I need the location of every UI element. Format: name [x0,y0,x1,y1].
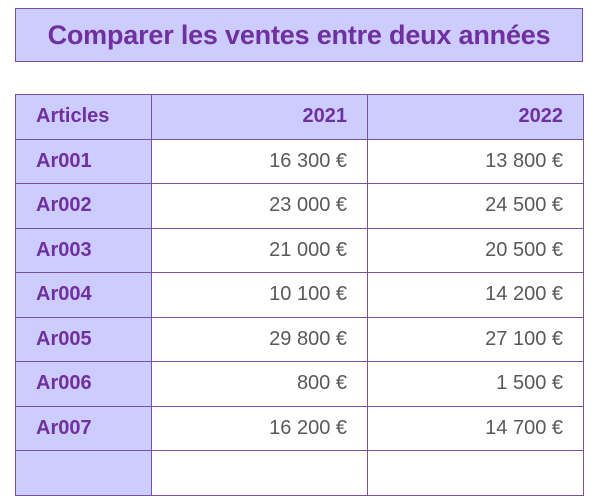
sales-2021-cell[interactable]: 23 000 € [151,183,368,229]
article-cell[interactable]: Ar001 [15,138,152,184]
table-row: Ar005 29 800 € 27 100 € [15,316,584,362]
sales-2021-cell[interactable]: 10 100 € [151,272,368,318]
article-cell[interactable]: Ar002 [15,183,152,229]
table-row: Ar001 16 300 € 13 800 € [15,138,584,184]
table-row: Ar007 16 200 € 14 700 € [15,405,584,451]
table-row: Ar006 800 € 1 500 € [15,361,584,407]
table-row: Ar002 23 000 € 24 500 € [15,183,584,229]
sales-2022-cell[interactable]: 1 500 € [367,361,584,407]
sales-2022-cell[interactable]: 14 200 € [367,272,584,318]
article-cell[interactable]: Ar004 [15,272,152,318]
sales-2022-cell[interactable]: 27 100 € [367,316,584,362]
table-header-row: Articles 2021 2022 [15,94,584,140]
sales-2022-cell[interactable]: 24 500 € [367,183,584,229]
table-row: Ar004 10 100 € 14 200 € [15,272,584,318]
sales-comparison-table: Articles 2021 2022 Ar001 16 300 € 13 800… [15,94,584,496]
article-cell[interactable]: Ar003 [15,227,152,273]
title-banner: Comparer les ventes entre deux années [15,8,583,62]
article-cell[interactable]: Ar007 [15,405,152,451]
sales-2021-cell[interactable]: 16 200 € [151,405,368,451]
column-header-articles[interactable]: Articles [15,94,152,140]
table-row: Ar003 21 000 € 20 500 € [15,227,584,273]
sales-2021-cell[interactable]: 29 800 € [151,316,368,362]
sales-2021-cell[interactable] [151,450,368,496]
sales-2021-cell[interactable]: 21 000 € [151,227,368,273]
sales-2022-cell[interactable] [367,450,584,496]
column-header-2021[interactable]: 2021 [151,94,368,140]
article-cell[interactable] [15,450,152,496]
sales-2022-cell[interactable]: 14 700 € [367,405,584,451]
sales-2021-cell[interactable]: 800 € [151,361,368,407]
sales-2022-cell[interactable]: 13 800 € [367,138,584,184]
sales-2021-cell[interactable]: 16 300 € [151,138,368,184]
article-cell[interactable]: Ar006 [15,361,152,407]
sales-2022-cell[interactable]: 20 500 € [367,227,584,273]
table-row [15,450,584,496]
column-header-2022[interactable]: 2022 [367,94,584,140]
article-cell[interactable]: Ar005 [15,316,152,362]
page-title: Comparer les ventes entre deux années [47,19,551,50]
